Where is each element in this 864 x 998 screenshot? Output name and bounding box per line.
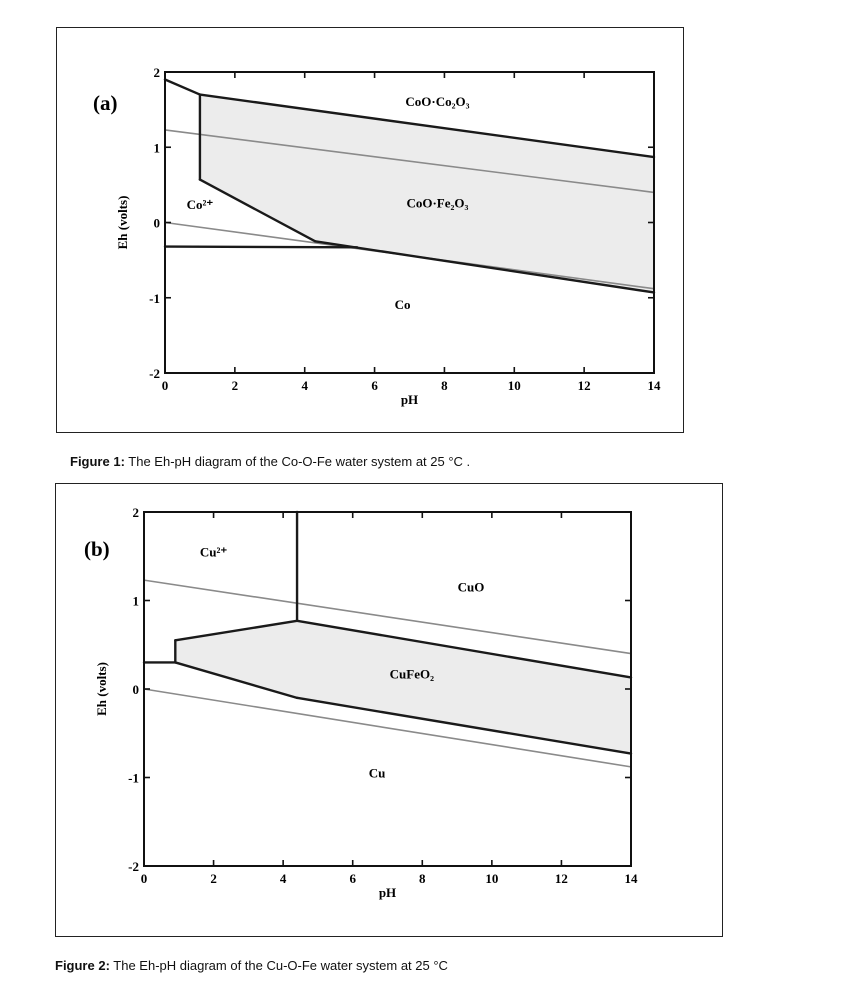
chart-b-boundary-5 — [174, 661, 299, 700]
chart-a-xtick-label-5: 10 — [508, 378, 521, 393]
chart-a-ytick-label-4: 2 — [154, 65, 161, 80]
chart-b-xtick-label-1: 2 — [210, 871, 217, 886]
chart-b-xtick-label-0: 0 — [141, 871, 148, 886]
chart-a-ytick-label-2: 0 — [154, 216, 161, 231]
chart-a-region-label-3: Co — [395, 297, 411, 312]
chart-b-region-label-2: CuFeO₂ — [390, 666, 434, 681]
figure-2-caption: Figure 2: The Eh-pH diagram of the Cu-O-… — [55, 958, 448, 973]
chart-b-xtick-label-3: 6 — [349, 871, 356, 886]
chart-a-xtick-label-2: 4 — [301, 378, 308, 393]
chart-a-panel-label: (a) — [93, 91, 118, 115]
chart-b-ytick-label-2: 0 — [133, 682, 140, 697]
chart-b-ytick-label-3: 1 — [133, 594, 140, 609]
chart-a-boundary-1 — [198, 93, 656, 159]
chart-a-xtick-label-6: 12 — [578, 378, 591, 393]
chart-a-region-label-2: Co²⁺ — [187, 197, 214, 212]
chart-b-region-label-1: CuO — [458, 580, 485, 595]
chart-a-xtick-label-3: 6 — [371, 378, 378, 393]
chart-a-xtick-label-0: 0 — [162, 378, 169, 393]
chart-a-xtick-label-7: 14 — [648, 378, 662, 393]
chart-a-water-line-0 — [164, 129, 655, 194]
chart-b-boundary-2 — [295, 619, 633, 679]
chart-a-region-label-1: CoO·Fe₂O₃ — [406, 195, 468, 210]
figure-1-caption: Figure 1: The Eh-pH diagram of the Co-O-… — [70, 454, 470, 469]
chart-b-panel-label: (b) — [84, 537, 110, 561]
figure-1-frame: 0 2 4 6 8 10 12 14 -2 -1 0 1 2 pH Eh (volts) (a) CoO·Co₂… — [56, 27, 684, 433]
chart-b-xtick-label-2: 4 — [280, 871, 287, 886]
chart-a-stability-fill — [199, 94, 654, 293]
chart-a-xtick-label-1: 2 — [232, 378, 239, 393]
chart-b-ytick-label-1: -1 — [128, 771, 139, 786]
figure-2-caption-prefix: Figure 2: — [55, 958, 110, 973]
chart-b-boundary-1 — [174, 619, 299, 642]
chart-b-xlabel: pH — [379, 885, 396, 900]
figure-1-caption-text: The Eh-pH diagram of the Co-O-Fe water s… — [124, 454, 471, 469]
figure-2-caption-text: The Eh-pH diagram of the Cu-O-Fe water s… — [109, 958, 448, 973]
figure-1-caption-prefix: Figure 1: — [70, 454, 125, 469]
chart-b-ytick-label-4: 2 — [133, 505, 140, 520]
figure-2-frame: 0 2 4 6 8 10 12 14 -2 -1 0 1 2 pH Eh (volts) (b) Cu²⁺ CuO… — [55, 483, 723, 937]
chart-a-ytick-label-3: 1 — [154, 140, 161, 155]
chart-b-region-label-3: Cu — [369, 766, 386, 781]
chart-b-ylabel: Eh (volts) — [94, 662, 109, 716]
chart-a-boundary-4 — [313, 240, 656, 294]
chart-a-ytick-label-0: -2 — [149, 366, 160, 381]
chart-b-water-line-0 — [143, 579, 632, 655]
chart-b-xtick-label-5: 10 — [485, 871, 498, 886]
chart-a-ylabel: Eh (volts) — [115, 196, 130, 250]
chart-b-boundary-6 — [295, 696, 633, 755]
chart-a-ytick-label-1: -1 — [149, 291, 160, 306]
chart-a-region-label-0: CoO·Co₂O₃ — [405, 94, 469, 109]
chart-b-region-label-0: Cu²⁺ — [200, 544, 228, 559]
chart-b-stability-fill — [175, 620, 632, 754]
chart-a-xtick-label-4: 8 — [441, 378, 448, 393]
chart-a-boundary-3 — [198, 178, 317, 243]
chart-b-water-line-1 — [143, 688, 632, 768]
chart-b-xtick-label-4: 8 — [419, 871, 426, 886]
chart-a-boundary-5 — [163, 245, 359, 249]
chart-b-xtick-label-7: 14 — [625, 871, 639, 886]
chart-b-xtick-label-6: 12 — [555, 871, 568, 886]
chart-a-xlabel: pH — [401, 392, 418, 407]
chart-b-ytick-label-0: -2 — [128, 859, 139, 874]
chart-a-boundary-0 — [163, 78, 202, 96]
